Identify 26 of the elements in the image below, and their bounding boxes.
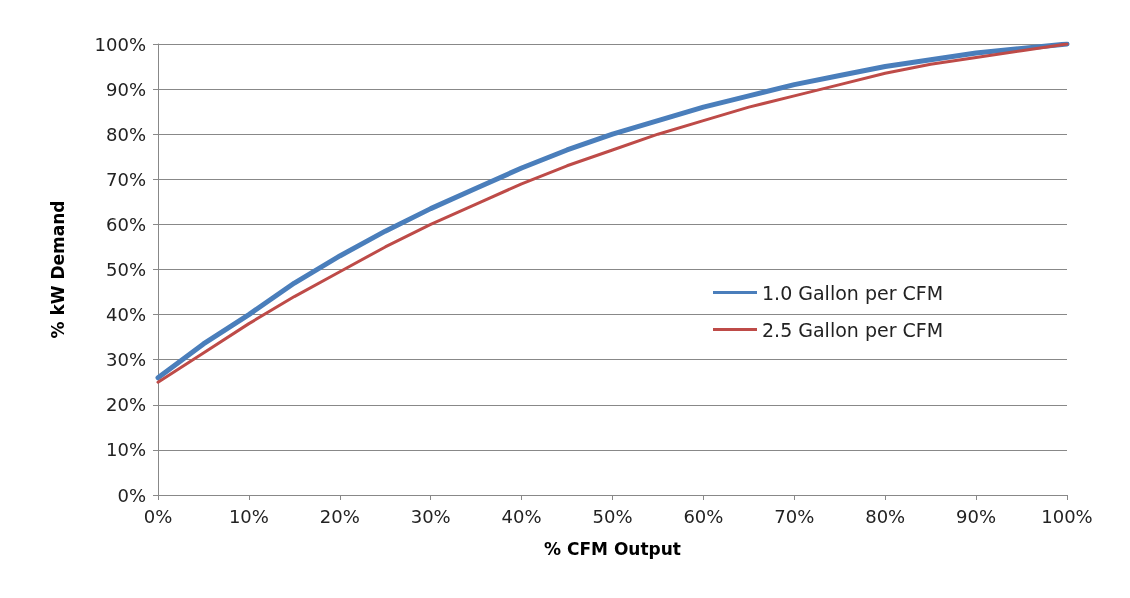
x-tick-label: 20% [319,505,360,527]
y-axis-title: % kW Demand [47,200,68,339]
y-tick-label: 70% [105,168,146,190]
x-tick-label: 90% [956,505,997,527]
x-axis-title: % CFM Output [544,538,681,559]
legend-label: 1.0 Gallon per CFM [762,281,944,304]
y-tick-label: 30% [105,349,146,371]
y-tick-label: 60% [105,213,146,235]
y-tick-label: 50% [105,259,146,280]
y-tick-label: 80% [105,123,146,145]
x-tick-label: 50% [592,505,633,527]
x-tick-label: 60% [683,505,724,527]
y-tick-label: 40% [105,304,146,326]
x-tick-label: 10% [228,505,269,527]
x-tick-label: 0% [143,505,173,527]
y-tick-label: 0% [117,484,146,506]
x-tick-label: 100% [1041,505,1093,527]
x-tick-label: 70% [774,505,815,527]
y-tick-label: 10% [105,439,146,461]
y-tick-label: 90% [105,78,146,100]
x-tick-label: 80% [865,505,906,527]
x-tick-label: 30% [410,505,451,527]
y-tick-label: 20% [105,394,146,416]
legend-label: 2.5 Gallon per CFM [762,318,944,341]
x-tick-label: 40% [501,505,542,527]
y-tick-label: 100% [94,33,146,55]
